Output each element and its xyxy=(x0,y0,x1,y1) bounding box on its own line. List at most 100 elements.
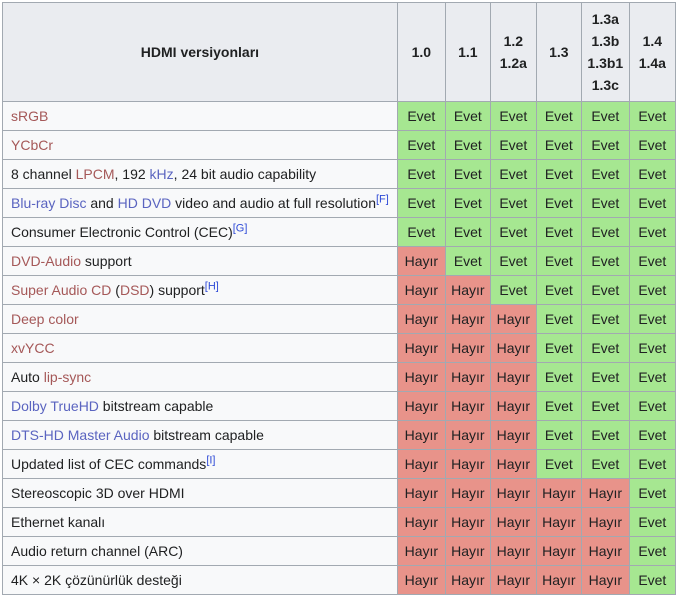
wiki-link[interactable]: Super Audio CD xyxy=(11,282,112,298)
wiki-link[interactable]: Deep color xyxy=(11,311,79,327)
support-cell-yes: Evet xyxy=(396,217,446,247)
wiki-link[interactable]: xvYCC xyxy=(11,340,55,356)
support-cell-yes: Evet xyxy=(580,420,630,450)
support-cell-yes: Evet xyxy=(580,391,630,421)
feature-label-cell: Auto lip-sync xyxy=(2,362,398,392)
footnote-ref-link[interactable]: [H] xyxy=(204,280,219,293)
support-cell-no: Hayır xyxy=(535,507,582,537)
support-cell-no: Hayır xyxy=(396,565,446,595)
support-cell-yes: Evet xyxy=(628,420,676,450)
support-cell-yes: Evet xyxy=(628,217,676,247)
support-cell-yes: Evet xyxy=(628,478,676,508)
support-cell-no: Hayır xyxy=(396,304,446,334)
support-cell-no: Hayır xyxy=(489,362,537,392)
footnote-ref: [F] xyxy=(376,193,389,205)
footnote-ref-link[interactable]: [F] xyxy=(375,193,389,206)
version-column-header-1.4: 1.4 1.4a xyxy=(628,2,676,102)
support-cell-no: Hayır xyxy=(444,565,491,595)
feature-label-cell: Super Audio CD (DSD) support[H] xyxy=(2,275,398,305)
version-column-header-1.0: 1.0 xyxy=(396,2,446,102)
wiki-link[interactable]: DTS-HD Master Audio xyxy=(11,427,150,443)
footnote-ref: [H] xyxy=(205,280,219,292)
support-cell-yes: Evet xyxy=(535,449,582,479)
support-cell-yes: Evet xyxy=(535,246,582,276)
support-cell-no: Hayır xyxy=(444,304,491,334)
support-cell-yes: Evet xyxy=(535,304,582,334)
feature-label-text: ( xyxy=(111,282,120,298)
wiki-link[interactable]: Blu-ray Disc xyxy=(11,195,87,211)
support-cell-yes: Evet xyxy=(489,246,537,276)
table-corner-header: HDMI versiyonları xyxy=(2,2,398,102)
support-cell-no: Hayır xyxy=(396,536,446,566)
support-cell-yes: Evet xyxy=(444,246,491,276)
support-cell-yes: Evet xyxy=(535,159,582,189)
version-column-header-1.1: 1.1 xyxy=(444,2,491,102)
support-cell-no: Hayır xyxy=(444,391,491,421)
support-cell-yes: Evet xyxy=(535,188,582,218)
support-cell-yes: Evet xyxy=(535,391,582,421)
feature-label-text: Audio return channel (ARC) xyxy=(11,543,183,559)
support-cell-yes: Evet xyxy=(535,275,582,305)
support-cell-no: Hayır xyxy=(444,362,491,392)
support-cell-yes: Evet xyxy=(580,188,630,218)
support-cell-no: Hayır xyxy=(396,478,446,508)
feature-label-text: support xyxy=(81,253,132,269)
wiki-link[interactable]: DVD-Audio xyxy=(11,253,82,269)
support-cell-no: Hayır xyxy=(489,304,537,334)
support-cell-yes: Evet xyxy=(580,246,630,276)
support-cell-yes: Evet xyxy=(628,536,676,566)
version-column-header-1.2: 1.2 1.2a xyxy=(489,2,537,102)
support-cell-yes: Evet xyxy=(396,101,446,131)
support-cell-no: Hayır xyxy=(489,391,537,421)
wiki-link[interactable]: lip-sync xyxy=(43,369,92,385)
feature-label-cell: Ethernet kanalı xyxy=(2,507,398,537)
table-row: Stereoscopic 3D over HDMI Hayır Hayır Hayır… xyxy=(2,478,676,508)
support-cell-yes: Evet xyxy=(580,130,630,160)
table-row: Auto lip-sync Hayır Hayır Hayır Evet Evet Evet xyxy=(2,362,676,392)
support-cell-yes: Evet xyxy=(580,217,630,247)
support-cell-no: Hayır xyxy=(396,391,446,421)
support-cell-yes: Evet xyxy=(580,159,630,189)
feature-label-cell: Consumer Electronic Control (CEC)[G] xyxy=(2,217,398,247)
support-cell-no: Hayır xyxy=(396,362,446,392)
support-cell-yes: Evet xyxy=(444,101,491,131)
footnote-ref-link[interactable]: [I] xyxy=(206,454,216,467)
table-row: Deep color Hayır Hayır Hayır Evet Evet Evet xyxy=(2,304,676,334)
support-cell-no: Hayır xyxy=(489,507,537,537)
table-row: YCbCr Evet Evet Evet Evet Evet Evet xyxy=(2,130,676,160)
table-row: sRGB Evet Evet Evet Evet Evet Evet xyxy=(2,101,676,131)
support-cell-yes: Evet xyxy=(628,159,676,189)
support-cell-yes: Evet xyxy=(580,449,630,479)
feature-label-cell: YCbCr xyxy=(2,130,398,160)
support-cell-yes: Evet xyxy=(444,217,491,247)
wiki-link[interactable]: HD DVD xyxy=(117,195,172,211)
support-cell-no: Hayır xyxy=(444,275,491,305)
support-cell-no: Hayır xyxy=(580,536,630,566)
version-column-header-1.3: 1.3 xyxy=(535,2,582,102)
table-row: Dolby TrueHD bitstream capable Hayır Hayır… xyxy=(2,391,676,421)
wiki-link[interactable]: sRGB xyxy=(11,108,49,124)
wiki-link[interactable]: YCbCr xyxy=(11,137,54,153)
feature-label-cell: DVD-Audio support xyxy=(2,246,398,276)
table-row: DTS-HD Master Audio bitstream capable Hay… xyxy=(2,420,676,450)
footnote-ref-link[interactable]: [G] xyxy=(232,222,248,235)
feature-label-text: , 192 xyxy=(114,166,150,182)
support-cell-no: Hayır xyxy=(489,565,537,595)
support-cell-no: Hayır xyxy=(489,536,537,566)
support-cell-yes: Evet xyxy=(396,188,446,218)
table-row: Blu-ray Disc and HD DVD video and audio … xyxy=(2,188,676,218)
support-cell-no: Hayır xyxy=(580,478,630,508)
wiki-link[interactable]: Dolby TrueHD xyxy=(11,398,99,414)
support-cell-no: Hayır xyxy=(396,420,446,450)
wiki-link[interactable]: DSD xyxy=(119,282,150,298)
support-cell-yes: Evet xyxy=(396,159,446,189)
support-cell-yes: Evet xyxy=(628,565,676,595)
support-cell-yes: Evet xyxy=(580,362,630,392)
feature-label-text: , 24 bit audio capability xyxy=(173,166,317,182)
support-cell-yes: Evet xyxy=(580,275,630,305)
wiki-link[interactable]: kHz xyxy=(149,166,174,182)
hdmi-version-table: HDMI versiyonları 1.0 1.1 1.2 1.2a 1.3 1.3a 1.… xyxy=(2,2,676,595)
support-cell-no: Hayır xyxy=(444,333,491,363)
support-cell-yes: Evet xyxy=(580,101,630,131)
wiki-link[interactable]: LPCM xyxy=(75,166,115,182)
